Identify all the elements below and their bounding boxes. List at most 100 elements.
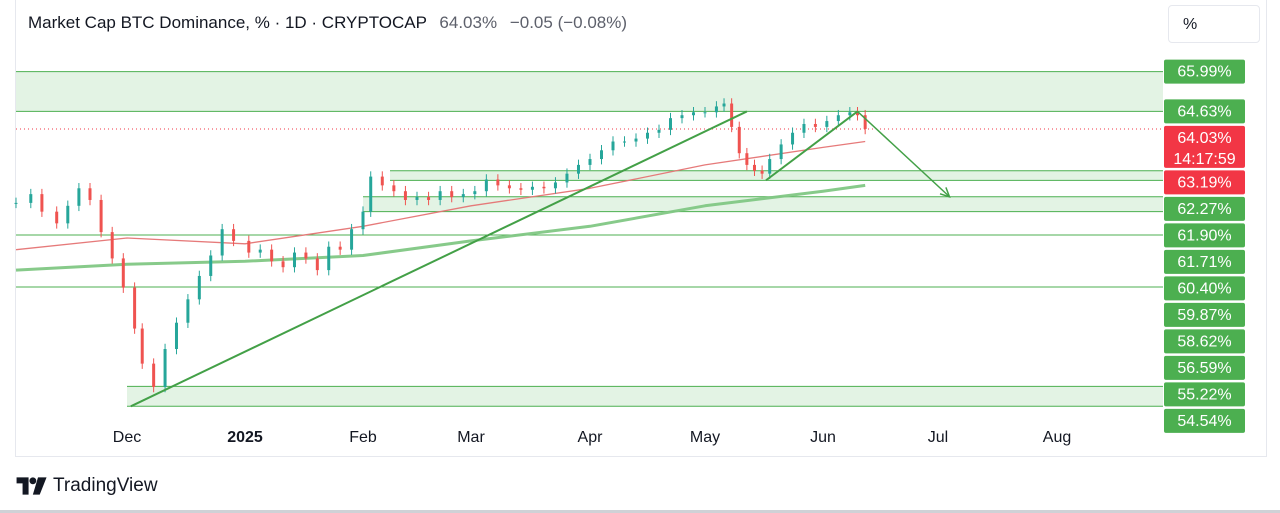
price-label-bg-10 bbox=[1164, 355, 1245, 380]
price-label-11: 55.22% bbox=[1177, 386, 1231, 403]
candle-76 bbox=[856, 112, 859, 116]
candle-50 bbox=[588, 159, 592, 165]
candle-3 bbox=[55, 211, 59, 224]
candle-60 bbox=[703, 112, 707, 114]
candle-28 bbox=[338, 246, 342, 250]
price-label-bg-2 bbox=[1164, 125, 1245, 168]
price-label-2: 64.03% bbox=[1177, 130, 1231, 147]
candle-65 bbox=[745, 153, 749, 165]
candle-27 bbox=[327, 246, 331, 271]
candle-48 bbox=[565, 173, 569, 183]
price-label-5: 61.90% bbox=[1177, 227, 1231, 244]
price-label-6: 61.71% bbox=[1177, 254, 1231, 271]
candle-58 bbox=[680, 115, 684, 119]
price-label-bg-1 bbox=[1164, 99, 1245, 124]
price-label-10: 56.59% bbox=[1177, 360, 1231, 377]
price-label-bg-11 bbox=[1164, 382, 1245, 407]
candle-29 bbox=[350, 229, 354, 250]
zones-layer bbox=[16, 71, 1163, 407]
price-label-12: 54.54% bbox=[1177, 413, 1231, 430]
candle-31 bbox=[369, 176, 373, 212]
candle-55 bbox=[646, 132, 649, 139]
candles-layer bbox=[14, 98, 867, 393]
candle-69 bbox=[779, 144, 783, 160]
candle-14 bbox=[174, 322, 178, 350]
candle-26 bbox=[315, 258, 319, 271]
candle-40 bbox=[473, 191, 477, 195]
candle-2 bbox=[40, 194, 44, 212]
candle-10 bbox=[133, 287, 137, 329]
moving-average-0 bbox=[15, 140, 866, 251]
candle-1 bbox=[29, 194, 33, 203]
projection-arrow-line bbox=[856, 110, 951, 198]
price-label-bg-7 bbox=[1164, 276, 1245, 301]
candle-77 bbox=[863, 115, 867, 129]
candle-8 bbox=[110, 232, 114, 259]
x-axis: Dec 2025 Feb Mar Apr May Jun Jul Aug bbox=[113, 429, 1071, 446]
candle-54 bbox=[634, 138, 638, 142]
candle-47 bbox=[553, 182, 557, 189]
candle-5 bbox=[77, 188, 81, 206]
candle-18 bbox=[220, 229, 224, 256]
price-label-0: 65.99% bbox=[1177, 64, 1231, 81]
candle-66 bbox=[752, 164, 756, 171]
candle-74 bbox=[836, 115, 840, 122]
chart-header: Market Cap BTC Dominance, % · 1D · CRYPT… bbox=[28, 12, 627, 34]
price-label-1: 64.63% bbox=[1177, 103, 1231, 120]
footer-branding[interactable]: TradingView bbox=[15, 473, 158, 499]
candle-30 bbox=[361, 211, 365, 230]
candle-61 bbox=[714, 106, 718, 113]
candle-57 bbox=[669, 118, 672, 130]
candle-16 bbox=[197, 275, 201, 300]
candle-52 bbox=[611, 141, 615, 151]
candle-46 bbox=[542, 186, 546, 189]
candle-68 bbox=[768, 159, 772, 174]
price-label-countdown: 14:17:59 bbox=[1173, 151, 1235, 168]
candle-56 bbox=[657, 129, 661, 133]
candle-9 bbox=[121, 258, 125, 288]
candle-38 bbox=[450, 191, 454, 198]
candle-33 bbox=[392, 185, 396, 192]
candle-45 bbox=[530, 186, 534, 190]
chart-title: Market Cap BTC Dominance, % · 1D · CRYPT… bbox=[28, 13, 427, 32]
candle-49 bbox=[576, 164, 580, 174]
candle-41 bbox=[484, 179, 488, 192]
price-label-3: 63.19% bbox=[1177, 174, 1231, 191]
price-label-bg-6 bbox=[1164, 249, 1245, 274]
x-axis-label-2: Feb bbox=[349, 429, 377, 446]
x-axis-label-3: Mar bbox=[457, 429, 485, 446]
price-label-bg-9 bbox=[1164, 329, 1245, 354]
candle-37 bbox=[438, 191, 442, 200]
price-label-bg-8 bbox=[1164, 302, 1245, 327]
candle-59 bbox=[692, 112, 695, 116]
trend-lines-layer bbox=[130, 110, 951, 408]
candle-44 bbox=[519, 188, 523, 190]
price-label-8: 59.87% bbox=[1177, 307, 1231, 324]
candle-72 bbox=[813, 123, 817, 127]
zone-1 bbox=[390, 170, 1163, 181]
candle-25 bbox=[304, 252, 308, 259]
trend-line-0 bbox=[130, 110, 748, 408]
price-label-9: 58.62% bbox=[1177, 333, 1231, 350]
x-axis-label-7: Jul bbox=[928, 429, 948, 446]
price-label-bg-3 bbox=[1164, 170, 1245, 195]
candle-51 bbox=[600, 150, 603, 160]
price-label-bg-4 bbox=[1164, 196, 1245, 221]
last-price: 64.03% bbox=[439, 13, 498, 32]
percent-scale-button[interactable]: % bbox=[1168, 5, 1260, 43]
x-axis-label-6: Jun bbox=[810, 429, 836, 446]
price-change: −0.05 (−0.08%) bbox=[509, 13, 628, 32]
chart-frame bbox=[15, 0, 1267, 457]
candle-75 bbox=[848, 112, 852, 116]
candle-22 bbox=[270, 249, 274, 262]
candle-36 bbox=[427, 197, 431, 200]
bottom-rule bbox=[0, 510, 1280, 513]
candle-17 bbox=[209, 255, 213, 276]
candle-43 bbox=[507, 185, 511, 189]
candle-0 bbox=[14, 202, 18, 204]
candle-73 bbox=[825, 121, 829, 127]
candle-35 bbox=[415, 197, 419, 200]
candle-24 bbox=[292, 252, 296, 268]
candle-67 bbox=[760, 170, 764, 174]
